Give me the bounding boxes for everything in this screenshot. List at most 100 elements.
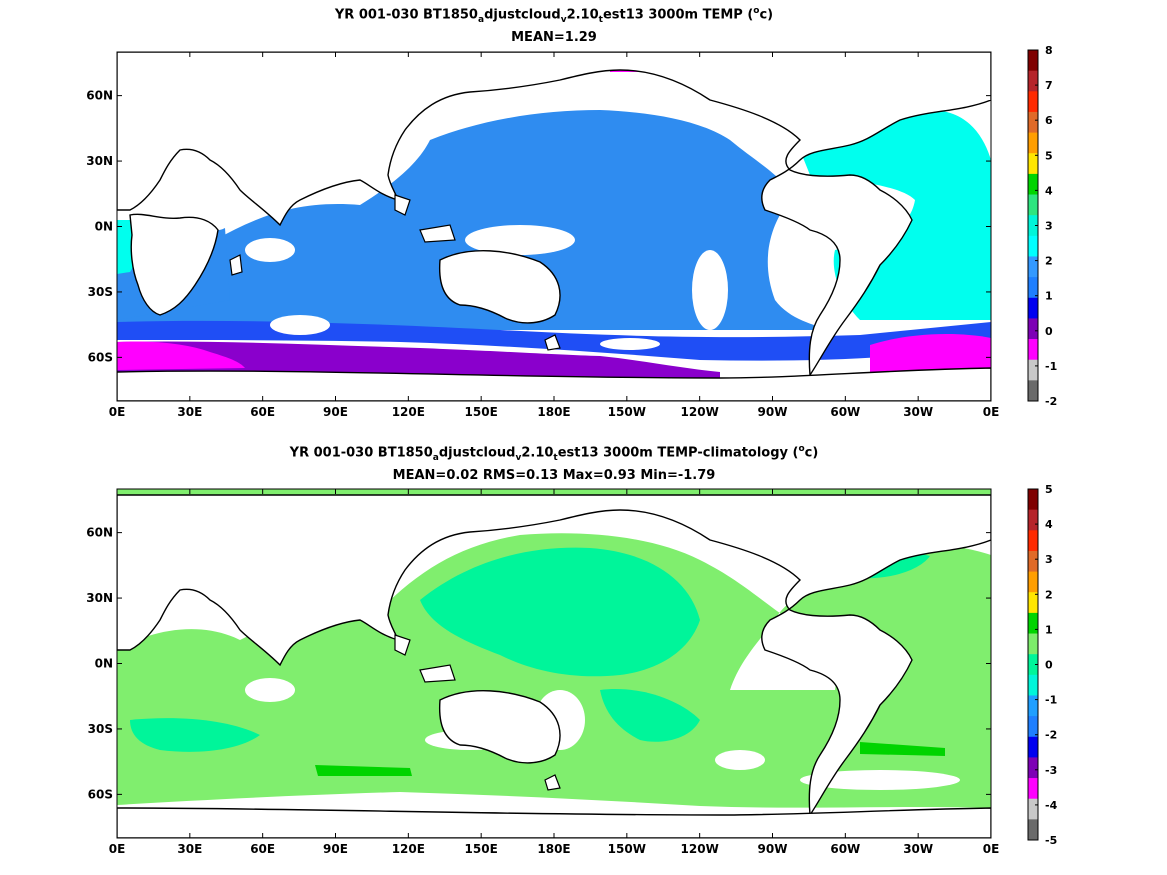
bottom-chart-title: YR 001-030 BT1850adjustcloudv2.10test13 … <box>289 444 819 463</box>
colorbar-swatch <box>1028 339 1038 361</box>
colorbar-label: 2 <box>1045 255 1053 268</box>
colorbar-label: -2 <box>1045 729 1057 742</box>
colorbar-label: 8 <box>1045 44 1053 57</box>
top-islands <box>229 194 561 351</box>
y-tick-label: 60S <box>88 787 113 801</box>
indian-teal <box>130 718 260 752</box>
colorbar-swatch <box>1028 173 1038 196</box>
x-tick-label: 0E <box>109 842 126 856</box>
top-chart-title: YR 001-030 BT1850adjustcloudv2.10test13 … <box>334 6 774 25</box>
y-tick-label: 60N <box>86 89 113 103</box>
colorbar-label: 5 <box>1045 483 1053 496</box>
colorbar-swatch <box>1028 70 1038 92</box>
top-colorbar: 8 7 6 5 4 3 2 1 0 -1 -2 <box>1027 44 1057 408</box>
east-pacific-teal <box>600 689 700 742</box>
colorbar-label: 7 <box>1045 79 1053 92</box>
colorbar-label: -1 <box>1045 694 1057 707</box>
colorbar-swatch <box>1028 132 1038 154</box>
x-tick-label: 60W <box>830 842 860 856</box>
x-tick-label: 30E <box>177 405 202 419</box>
colorbar-swatch <box>1028 695 1038 717</box>
x-tick-label: 0E <box>983 405 1000 419</box>
pacific-indian-region <box>117 110 830 330</box>
top-chart-subtitle: MEAN=1.29 <box>511 30 597 45</box>
colorbar-swatch <box>1028 798 1038 820</box>
colorbar-label: 5 <box>1045 149 1053 162</box>
antarctic-shelf <box>117 341 720 380</box>
top-map <box>117 52 991 401</box>
bottom-map <box>117 489 991 838</box>
colorbar-label: 2 <box>1045 588 1053 601</box>
x-tick-label: 120E <box>392 842 425 856</box>
colorbar-swatch <box>1028 277 1038 299</box>
weddell-region <box>870 334 991 372</box>
colorbar-swatch <box>1028 530 1038 552</box>
colorbar-swatch <box>1028 359 1038 381</box>
x-tick-label: 90E <box>323 405 348 419</box>
colorbar-swatch <box>1028 592 1038 614</box>
y-tick-label: 30S <box>88 722 113 736</box>
colorbar-label: -4 <box>1045 799 1058 812</box>
colorbar-swatch <box>1028 153 1038 175</box>
x-tick-label: 0E <box>109 405 126 419</box>
x-tick-label: 120W <box>681 405 719 419</box>
colorbar-swatch <box>1028 318 1038 340</box>
x-tick-label: 0E <box>983 842 1000 856</box>
colorbar-swatch <box>1028 736 1038 758</box>
colorbar-swatch <box>1028 778 1038 800</box>
y-tick-label: 60S <box>88 350 113 364</box>
colorbar-swatch <box>1028 91 1038 113</box>
bottom-islands <box>394 634 561 791</box>
y-tick-label: 60N <box>86 526 113 540</box>
indian-green-band <box>315 765 412 776</box>
colorbar-swatch <box>1028 489 1038 511</box>
bottom-colorbar: 5 4 3 2 1 0 -1 -2 -3 -4 -5 <box>1027 483 1058 847</box>
colorbar-swatch <box>1028 194 1038 216</box>
colorbar-swatch <box>1028 716 1038 738</box>
colorbar-swatch <box>1028 757 1038 779</box>
colorbar-label: 3 <box>1045 220 1053 233</box>
colorbar-swatch <box>1028 612 1038 635</box>
x-tick-label: 30E <box>177 842 202 856</box>
x-tick-label: 60E <box>250 405 275 419</box>
colorbar-label: 3 <box>1045 553 1053 566</box>
bottom-chart-subtitle: MEAN=0.02 RMS=0.13 Max=0.93 Min=-1.79 <box>392 468 716 483</box>
y-tick-label: 30S <box>88 285 113 299</box>
x-tick-label: 30W <box>903 405 933 419</box>
x-tick-label: 150E <box>465 842 498 856</box>
bottom-axes: 0E 30E 60E 90E 120E 150E 180E 150W 120W 90W 60W 30W… <box>86 489 999 856</box>
top-continents <box>117 52 991 401</box>
colorbar-label: -2 <box>1045 395 1057 408</box>
colorbar-label: -3 <box>1045 764 1057 777</box>
colorbar-swatch <box>1028 380 1038 402</box>
colorbar-swatch <box>1028 633 1038 655</box>
colorbar-label: 4 <box>1045 518 1053 531</box>
colorbar-swatch <box>1028 674 1038 696</box>
y-tick-label: 0N <box>95 220 113 234</box>
colorbar-swatch <box>1028 654 1038 676</box>
x-tick-label: 60E <box>250 842 275 856</box>
colorbar-label: 0 <box>1045 659 1053 672</box>
y-tick-label: 30N <box>86 591 113 605</box>
colorbar-swatch <box>1028 215 1038 237</box>
top-axes: 0E 30E 60E 90E 120E 150E 180E 150W 120W 90W 60W 30W… <box>86 52 999 419</box>
y-tick-label: 0N <box>95 657 113 671</box>
x-tick-label: 150W <box>608 405 646 419</box>
x-tick-label: 150W <box>608 842 646 856</box>
colorbar-label: -5 <box>1045 834 1057 847</box>
colorbar-swatch <box>1028 550 1038 573</box>
atlantic-green-band <box>860 742 945 756</box>
x-tick-label: 90W <box>758 405 788 419</box>
colorbar-label: 4 <box>1045 184 1053 197</box>
colorbar-swatch <box>1028 571 1038 593</box>
colorbar-swatch <box>1028 50 1038 72</box>
colorbar-swatch <box>1028 297 1038 319</box>
bottom-continents <box>117 494 991 838</box>
colorbar-label: 1 <box>1045 623 1053 636</box>
x-tick-label: 30W <box>903 842 933 856</box>
x-tick-label: 60W <box>830 405 860 419</box>
x-tick-label: 120W <box>681 842 719 856</box>
colorbar-label: 6 <box>1045 114 1053 127</box>
colorbar-label: 0 <box>1045 325 1053 338</box>
